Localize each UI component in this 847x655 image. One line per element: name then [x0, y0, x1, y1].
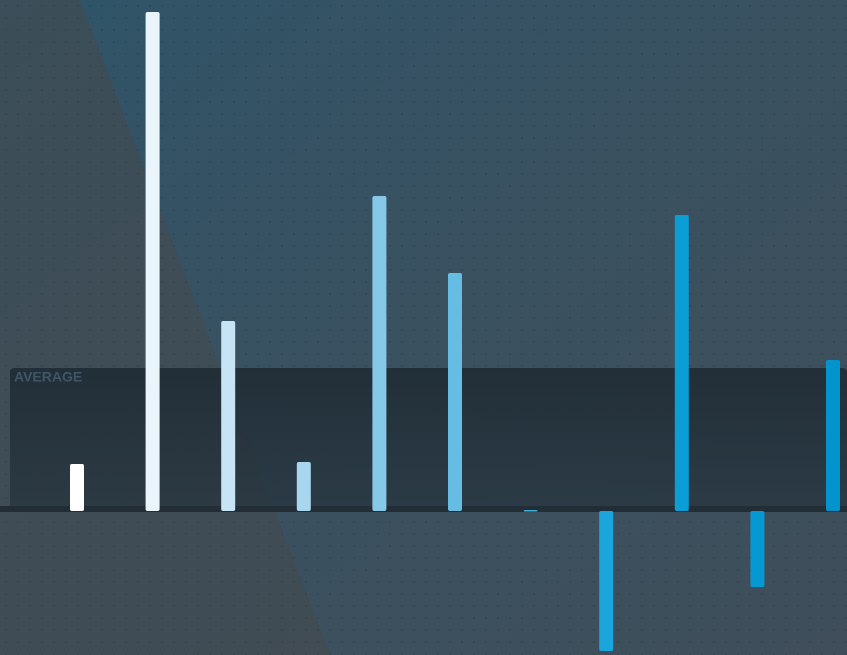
- bar: [826, 360, 840, 511]
- bar: [296, 462, 311, 511]
- bar: [523, 510, 538, 512]
- bar: [145, 12, 160, 511]
- bar: [599, 511, 614, 651]
- bar: [221, 321, 236, 511]
- bar: [750, 511, 765, 587]
- bar: [448, 273, 462, 511]
- baseline: [0, 506, 847, 512]
- bar: [674, 215, 689, 511]
- bar: [372, 196, 387, 511]
- average-label: AVERAGE: [14, 369, 82, 385]
- average-band: [10, 368, 847, 511]
- bar: [70, 464, 84, 511]
